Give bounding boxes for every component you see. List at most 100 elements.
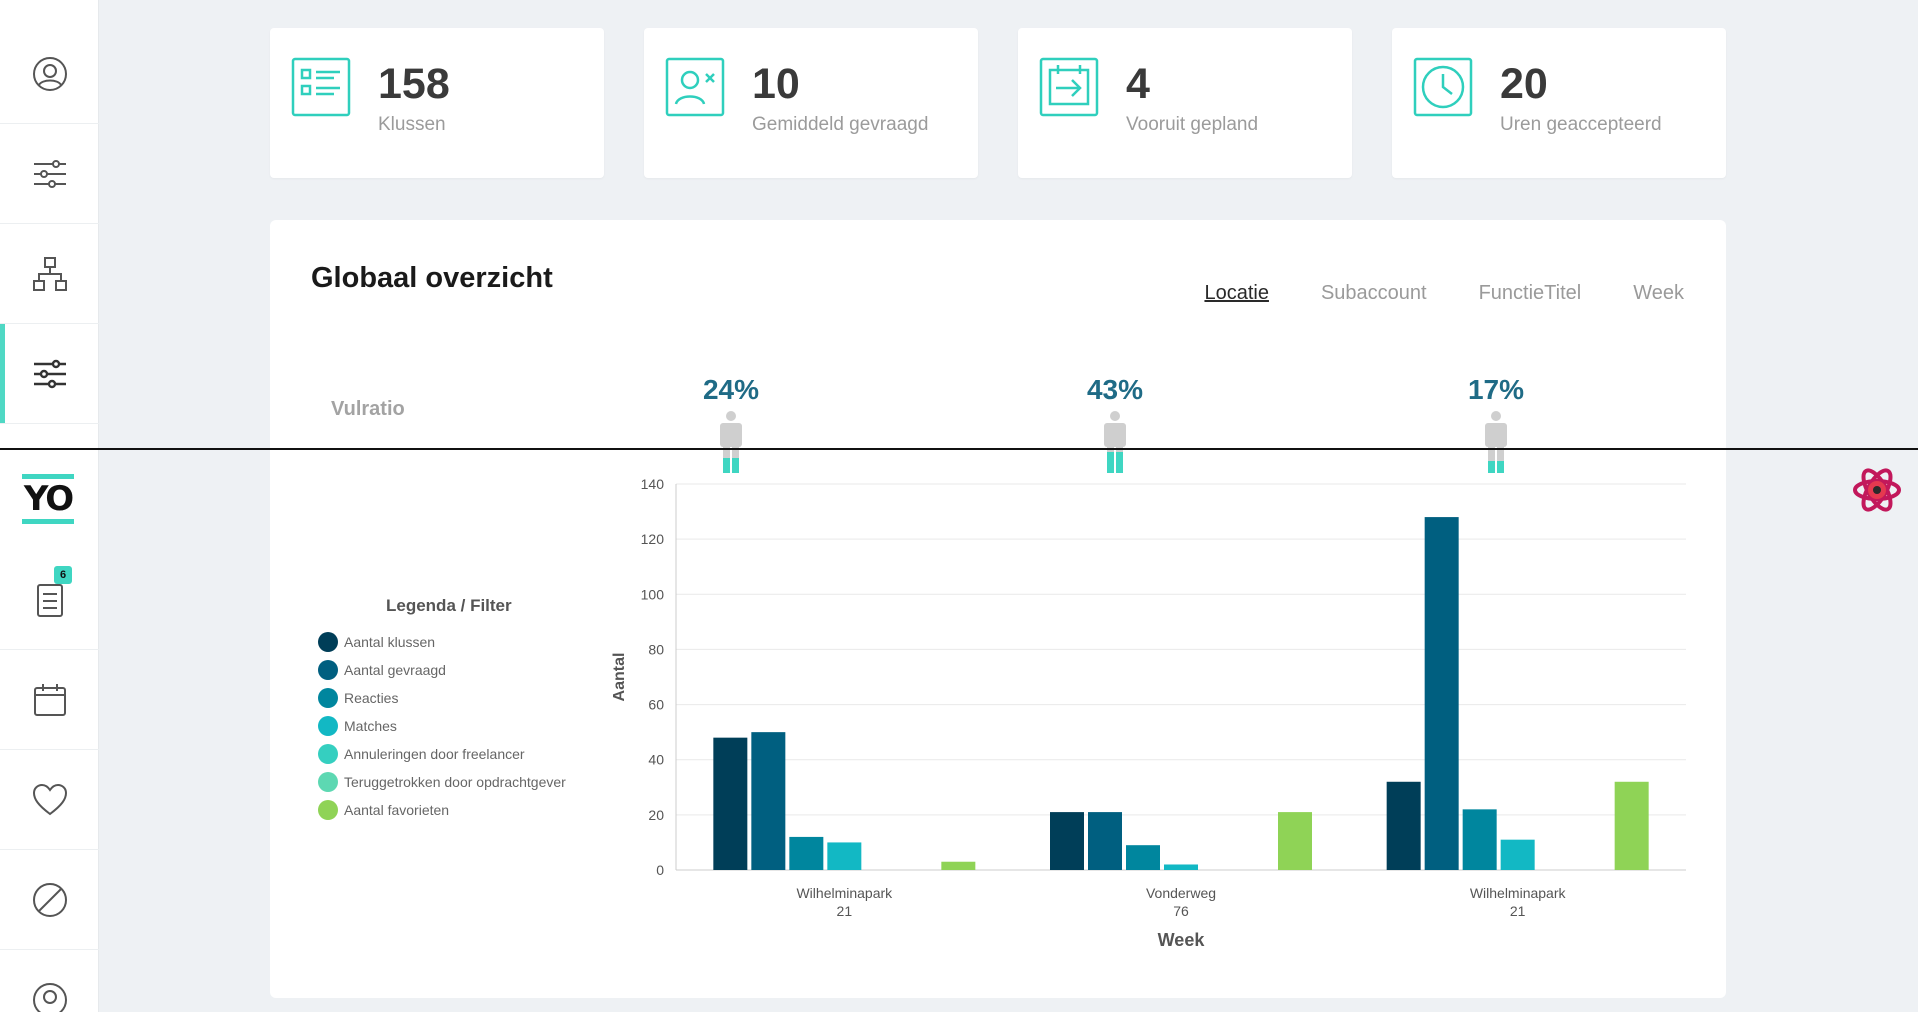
tab-locatie[interactable]: Locatie bbox=[1204, 282, 1269, 304]
legend-swatch bbox=[318, 716, 338, 736]
legend-item[interactable]: Annuleringen door freelancer bbox=[318, 740, 618, 768]
brand-logo[interactable]: YO bbox=[22, 472, 74, 526]
sidebar-item-profile[interactable] bbox=[0, 24, 99, 124]
legend-label: Aantal gevraagd bbox=[344, 662, 446, 678]
sliders-icon bbox=[33, 359, 66, 388]
legend-item[interactable]: Aantal gevraagd bbox=[318, 656, 618, 684]
legend-swatch bbox=[318, 632, 338, 652]
heart-icon bbox=[32, 783, 67, 815]
stat-value: 158 bbox=[378, 60, 450, 108]
stat-label: Klussen bbox=[378, 114, 446, 135]
y-tick-label: 140 bbox=[641, 476, 665, 492]
legend-swatch bbox=[318, 744, 338, 764]
brand-logo-text: YO bbox=[23, 479, 74, 519]
x-tick-label: 76 bbox=[1173, 903, 1189, 919]
org-chart-icon bbox=[32, 256, 67, 291]
notification-badge: 6 bbox=[54, 566, 72, 584]
sidebar-item-calendar[interactable] bbox=[0, 650, 99, 750]
tab-subaccount[interactable]: Subaccount bbox=[1320, 282, 1427, 304]
legend-label: Annuleringen door freelancer bbox=[344, 746, 525, 762]
sidebar-item-favorites[interactable] bbox=[0, 750, 99, 850]
chart-bar bbox=[1386, 781, 1421, 870]
y-tick-label: 100 bbox=[641, 586, 665, 602]
y-tick-label: 120 bbox=[641, 531, 665, 547]
sidebar-item-tasks[interactable] bbox=[0, 550, 99, 650]
legend-label: Aantal favorieten bbox=[344, 802, 450, 818]
person-fill-icon bbox=[720, 411, 742, 473]
clock-icon bbox=[1413, 57, 1473, 117]
vulratio-value: 17% bbox=[1467, 374, 1525, 405]
user-circle-icon bbox=[32, 982, 67, 1012]
legend-item[interactable]: Teruggetrokken door opdrachtgever bbox=[318, 768, 618, 796]
vulratio-value: 43% bbox=[1086, 374, 1144, 405]
calendar-forward-icon bbox=[1039, 57, 1099, 117]
y-tick-label: 20 bbox=[648, 807, 664, 823]
y-tick-label: 40 bbox=[648, 752, 664, 768]
sidebar: YO 6 bbox=[0, 0, 99, 1012]
chart-legend: Legenda / Filter Aantal klussen Aantal ge… bbox=[318, 596, 618, 824]
tab-functietitel[interactable]: FunctieTitel bbox=[1478, 282, 1582, 304]
legend-swatch bbox=[318, 800, 338, 820]
clipboard-list-icon bbox=[36, 583, 63, 617]
x-tick-label: Vonderweg bbox=[1146, 885, 1216, 901]
chart-bar bbox=[713, 737, 748, 870]
vulratio-label: Vulratio bbox=[331, 398, 405, 420]
panel-title: Globaal overzicht bbox=[311, 262, 553, 294]
stat-card-gevraagd: 10 Gemiddeld gevraagd bbox=[644, 28, 978, 178]
x-tick-label: Wilhelminapark bbox=[796, 885, 893, 901]
sidebar-item-filters[interactable] bbox=[0, 124, 99, 224]
blocked-icon bbox=[32, 882, 67, 917]
legend-title: Legenda / Filter bbox=[386, 596, 512, 615]
chart-bar bbox=[1050, 812, 1084, 870]
sidebar-item-structure[interactable] bbox=[0, 224, 99, 324]
chart-bar bbox=[789, 836, 824, 870]
stat-card-gepland: 4 Vooruit gepland bbox=[1018, 28, 1352, 178]
chart-bar bbox=[1278, 812, 1312, 870]
stat-label: Vooruit gepland bbox=[1126, 114, 1259, 135]
legend-item[interactable]: Matches bbox=[318, 712, 618, 740]
legend-label: Teruggetrokken door opdrachtgever bbox=[344, 774, 566, 790]
stat-value: 20 bbox=[1500, 60, 1548, 108]
stat-value: 10 bbox=[752, 60, 800, 108]
legend-swatch bbox=[318, 772, 338, 792]
person-fill-icon bbox=[1104, 411, 1126, 473]
x-tick-label: 21 bbox=[1510, 903, 1526, 919]
tab-week[interactable]: Week bbox=[1633, 282, 1684, 304]
vulratio-value: 24% bbox=[702, 374, 760, 405]
legend-swatch bbox=[318, 660, 338, 680]
person-fill-icon bbox=[1485, 411, 1507, 473]
chart-bar bbox=[827, 842, 862, 870]
chart-bar bbox=[941, 861, 976, 870]
chart-bar bbox=[1126, 845, 1160, 870]
sidebar-item-settings[interactable] bbox=[0, 324, 99, 424]
stat-card-klussen: 158 Klussen bbox=[270, 28, 604, 178]
chart-bar bbox=[1500, 839, 1535, 870]
chart-bar bbox=[1164, 864, 1198, 870]
user-circle-icon bbox=[32, 56, 67, 91]
react-devtools-icon[interactable] bbox=[1851, 464, 1903, 516]
group-by-tabs: Locatie Subaccount FunctieTitel Week bbox=[1204, 282, 1684, 305]
sliders-icon bbox=[33, 159, 66, 188]
legend-item[interactable]: Aantal favorieten bbox=[318, 796, 618, 824]
legend-swatch bbox=[318, 688, 338, 708]
chart-bar bbox=[1462, 809, 1497, 870]
y-tick-label: 0 bbox=[656, 862, 664, 878]
legend-label: Reacties bbox=[344, 690, 399, 706]
legend-label: Matches bbox=[344, 718, 397, 734]
overlay-divider bbox=[0, 448, 1918, 450]
y-axis-label: Aantal bbox=[611, 653, 628, 702]
person-x-icon bbox=[665, 57, 725, 117]
legend-item[interactable]: Reacties bbox=[318, 684, 618, 712]
legend-item[interactable]: Aantal klussen bbox=[318, 628, 618, 656]
x-tick-label: 21 bbox=[837, 903, 853, 919]
chart-bar bbox=[751, 732, 786, 870]
calendar-icon bbox=[33, 683, 66, 716]
y-tick-label: 60 bbox=[648, 697, 664, 713]
legend-label: Aantal klussen bbox=[344, 634, 436, 650]
chart-bar bbox=[1088, 812, 1122, 870]
sidebar-item-blocked[interactable] bbox=[0, 850, 99, 950]
stat-value: 4 bbox=[1126, 60, 1150, 108]
x-axis-label: Week bbox=[1158, 930, 1206, 950]
sidebar-item-account[interactable] bbox=[0, 950, 99, 1012]
